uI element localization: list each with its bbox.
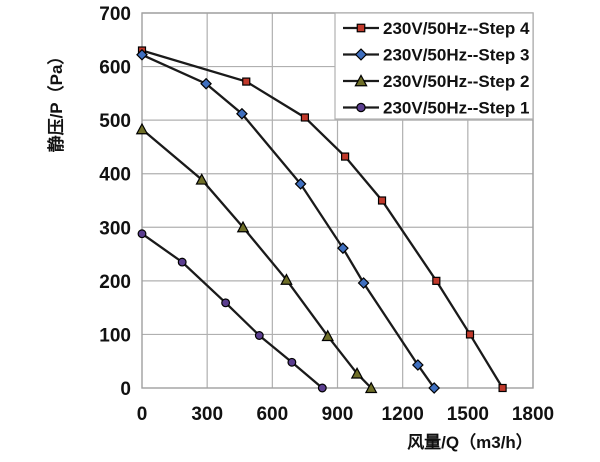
y-tick-label: 700 — [99, 4, 131, 25]
diamond-marker — [357, 277, 370, 289]
diamond-marker — [337, 242, 349, 255]
x-tick-label: 600 — [256, 404, 288, 425]
x-tick-label: 1200 — [382, 404, 424, 425]
legend-box — [334, 12, 534, 120]
triangle-marker — [321, 329, 334, 342]
y-axis-title: 静压/P（Pa） — [46, 48, 66, 153]
triangle-marker — [350, 367, 364, 379]
legend-item: 230V/50Hz--Step 3 — [343, 46, 529, 65]
diamond-marker — [411, 359, 424, 371]
circle-marker — [356, 102, 366, 113]
legend-item: 230V/50Hz--Step 4 — [343, 19, 530, 38]
series-line-1 — [141, 53, 436, 389]
legend-label: 230V/50Hz--Step 1 — [383, 99, 529, 118]
diamond-marker — [428, 382, 441, 394]
square-marker — [341, 152, 350, 161]
triangle-marker — [135, 122, 149, 135]
circle-marker — [254, 331, 264, 340]
square-marker — [356, 23, 366, 33]
x-tick-label: 1800 — [512, 404, 554, 425]
x-tick-label: 900 — [322, 404, 354, 425]
square-marker — [300, 113, 310, 122]
y-tick-label: 400 — [99, 165, 131, 186]
legend-item: 230V/50Hz--Step 2 — [343, 72, 529, 91]
legend-label: 230V/50Hz--Step 3 — [383, 46, 529, 65]
square-marker — [465, 330, 475, 339]
y-tick-label: 100 — [99, 325, 131, 346]
triangle-marker — [280, 273, 293, 285]
square-marker — [432, 276, 441, 285]
y-tick-label: 0 — [120, 379, 131, 400]
circle-marker — [317, 383, 327, 393]
y-tick-label: 300 — [99, 218, 131, 239]
series-line-0 — [141, 49, 504, 389]
legend: 230V/50Hz--Step 4 230V/50Hz--Step 3 230V/5… — [334, 12, 534, 120]
triangle-marker — [236, 220, 250, 233]
square-marker — [377, 196, 387, 205]
series-layer — [135, 46, 507, 394]
legend-item: 230V/50Hz--Step 1 — [343, 99, 529, 118]
square-marker — [242, 77, 251, 86]
diamond-marker — [200, 77, 212, 90]
diamond-marker — [294, 178, 307, 190]
diamond-marker — [136, 48, 148, 61]
legend-label: 230V/50Hz--Step 2 — [383, 72, 529, 91]
diamond-marker — [354, 48, 368, 61]
y-tick-label: 500 — [99, 111, 131, 132]
triangle-marker — [364, 381, 378, 394]
diamond-marker — [236, 107, 248, 120]
square-marker — [498, 383, 507, 393]
circle-marker — [221, 298, 231, 308]
x-axis-title: 风量/Q（m3/h） — [407, 432, 533, 452]
legend-label: 230V/50Hz--Step 4 — [383, 19, 530, 38]
x-tick-label: 0 — [137, 404, 148, 425]
triangle-marker — [195, 173, 208, 185]
ticks-layer: 0 300 600 900 1200 1500 1800 0 100 200 300 400 500 60… — [99, 4, 554, 425]
series-line-3 — [141, 232, 324, 389]
y-tick-label: 200 — [99, 272, 131, 293]
circle-marker — [137, 229, 147, 239]
circle-marker — [287, 357, 297, 367]
x-tick-label: 1500 — [447, 404, 489, 425]
triangle-marker — [354, 74, 368, 87]
y-tick-label: 600 — [99, 58, 131, 79]
circle-marker — [177, 257, 187, 267]
x-tick-label: 300 — [191, 404, 223, 425]
